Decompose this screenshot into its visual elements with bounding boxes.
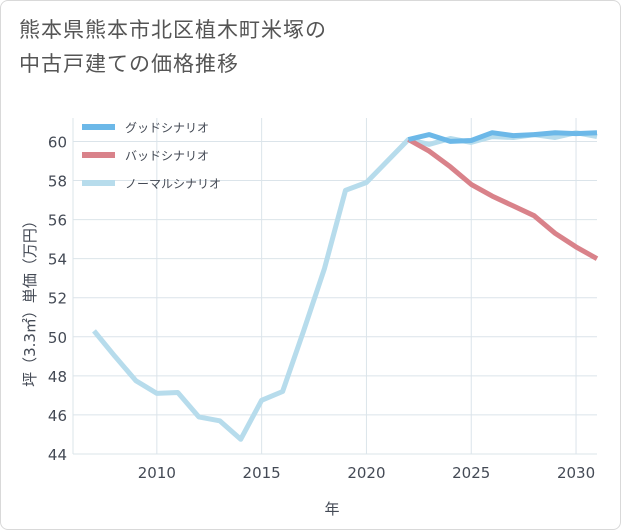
y-tick-label: 52 [48,290,67,308]
page-title: 熊本県熊本市北区植木町米塚の 中古戸建ての価格推移 [19,13,579,81]
y-tick-label: 50 [48,329,67,347]
legend-label: ノーマルシナリオ [125,177,221,191]
legend-label: グッドシナリオ [125,121,209,135]
series-line-1 [407,137,599,261]
legend-label: バッドシナリオ [125,149,209,163]
series-layer [92,130,599,442]
y-tick-label: 56 [48,212,67,230]
y-tick-label: 58 [48,173,67,191]
title-line-1: 熊本県熊本市北区植木町米塚の [19,18,327,42]
x-tick-label: 2030 [557,464,595,482]
x-tick-label: 2010 [138,464,176,482]
x-tick-label: 2020 [347,464,385,482]
x-tick-label: 2025 [452,464,490,482]
x-axis-ticks: 2010 2015 2020 2025 2030 [138,464,595,482]
y-tick-label: 44 [48,446,67,464]
x-tick-label: 2015 [243,464,281,482]
y-axis-ticks: 44 46 48 50 52 54 56 58 60 [48,133,67,464]
y-tick-label: 54 [48,251,67,269]
y-tick-label: 60 [48,133,67,151]
y-tick-label: 48 [48,368,67,386]
y-tick-label: 46 [48,407,67,425]
x-axis-label: 年 [324,500,339,518]
title-line-2: 中古戸建ての価格推移 [19,52,239,76]
series-line-0 [407,130,598,144]
y-axis-label: 坪（3.3㎡）単価（万円） [21,213,39,387]
grid-lines [72,118,597,455]
